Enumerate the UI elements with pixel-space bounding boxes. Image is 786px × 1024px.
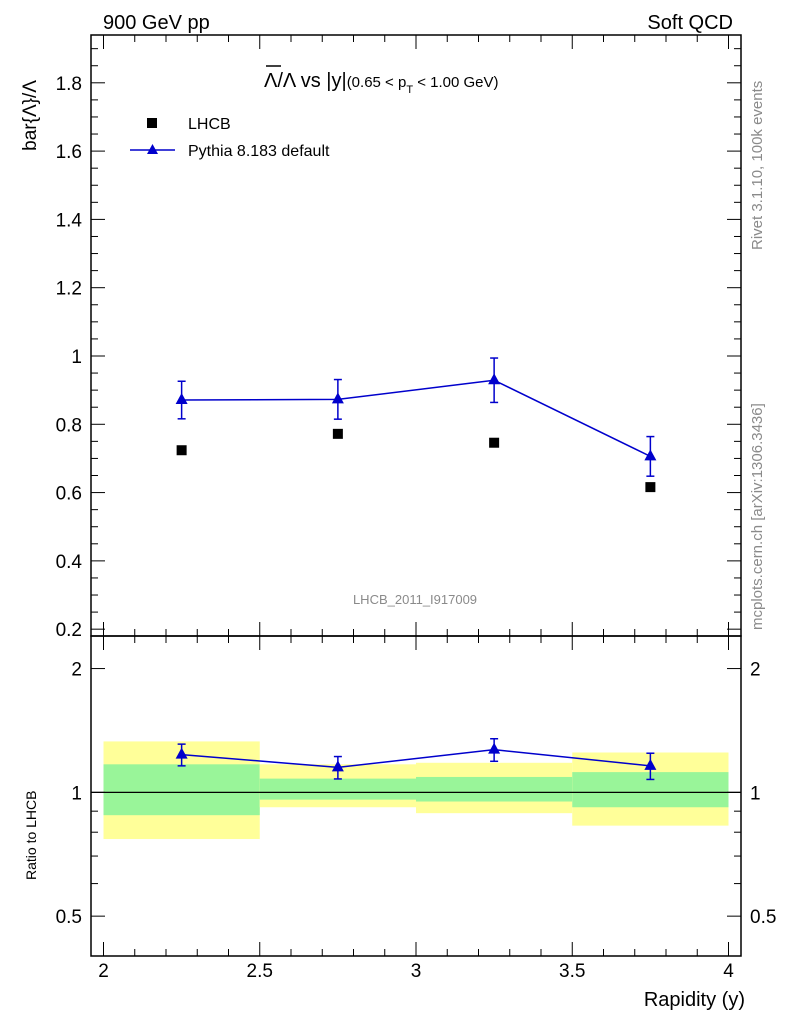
- ratio-point: [175, 747, 188, 759]
- title-range-prefix: (0.65 < p: [347, 74, 407, 91]
- y-tick-label: 0.4: [56, 552, 83, 573]
- ratio-series-line: [181, 748, 651, 769]
- ratio-point: [644, 758, 657, 770]
- x-axis-label: Rapidity (y): [644, 989, 745, 1011]
- x-tick-label: 3.5: [559, 961, 585, 982]
- ratio-panel: 0.5 0.5 1 1 2 2 2 2.5 3 3.5 4 Ratio to LHCB: [23, 635, 777, 982]
- analysis-id-label: LHCB_2011_I917009: [353, 592, 477, 607]
- pythia-point: [175, 393, 188, 405]
- y-tick-label: 1.8: [56, 74, 82, 95]
- ratio-tick-group: [91, 636, 741, 957]
- main-tick-group: [91, 35, 741, 636]
- lhcb-point: [645, 482, 656, 493]
- legend-lhcb-marker: [147, 118, 157, 128]
- x-tick-label: 4: [723, 961, 734, 982]
- x-tick-label: 2: [98, 961, 109, 982]
- ratio-tick-label-group: 0.5 0.5 1 1 2 2 2 2.5 3 3.5 4: [56, 660, 777, 982]
- mc-line-group: [181, 379, 651, 458]
- y-tick-label: 0.2: [56, 620, 82, 641]
- y-tick-label: 1: [71, 347, 82, 368]
- main-panel: 0.2 0.4 0.6 0.8 1 1.2 1.4 1.6 1.8 Λ/Λ vs |y|(0.6…: [20, 34, 742, 641]
- pythia-point: [488, 373, 501, 385]
- ratio-y-tick-label-right: 2: [750, 660, 761, 681]
- y-tick-label: 0.6: [56, 484, 82, 505]
- plot-title: Λ/Λ vs |y|(0.65 < pT < 1.00 GeV): [264, 70, 499, 96]
- title-lambda-bar: Λ: [264, 70, 278, 92]
- ratio-y-tick-label-right: 0.5: [750, 907, 776, 928]
- main-y-axis-label: bar{Λ}/Λ: [20, 80, 41, 151]
- legend-pythia-label: Pythia 8.183 default: [188, 143, 330, 160]
- lhcb-point: [332, 428, 343, 439]
- y-tick-label: 1.4: [56, 210, 83, 231]
- y-tick-label: 1.6: [56, 142, 82, 163]
- header-left-label: 900 GeV pp: [103, 12, 210, 34]
- y-tick-label: 1.2: [56, 279, 82, 300]
- ratio-panel-frame: [90, 635, 742, 957]
- mc-error-bar-group: [177, 357, 655, 477]
- main-tick-label-group: 0.2 0.4 0.6 0.8 1 1.2 1.4 1.6 1.8: [56, 74, 83, 641]
- ratio-point: [488, 742, 501, 754]
- ratio-marker-group: [175, 742, 657, 772]
- marker-group: [175, 373, 657, 493]
- lhcb-point: [176, 445, 187, 456]
- legend-lhcb-label: LHCB: [188, 116, 231, 133]
- ratio-band-inner: [416, 776, 573, 802]
- legend-pythia-marker: [147, 144, 158, 154]
- x-tick-label: 2.5: [247, 961, 273, 982]
- ratio-band-inner: [103, 764, 260, 816]
- ratio-y-tick-label-left: 1: [71, 783, 82, 804]
- ratio-point: [331, 760, 344, 772]
- mcplots-label: mcplots.cern.ch [arXiv:1306.3436]: [749, 403, 766, 630]
- title-range-suffix: < 1.00 GeV): [413, 74, 498, 91]
- y-tick-label: 0.8: [56, 415, 82, 436]
- ratio-band-inner: [259, 778, 416, 800]
- title-sub-t: T: [406, 84, 413, 96]
- ratio-band-group: [103, 741, 729, 840]
- ratio-y-tick-label-left: 2: [71, 660, 82, 681]
- x-tick-label: 3: [411, 961, 422, 982]
- ratio-y-tick-label-right: 1: [750, 783, 761, 804]
- pythia-series-line: [181, 379, 651, 458]
- ratio-line-group: [181, 748, 651, 769]
- legend: LHCB Pythia 8.183 default: [130, 116, 330, 160]
- lhcb-point: [489, 437, 500, 448]
- pythia-point: [644, 449, 657, 461]
- title-lambda-ratio: /Λ vs |y|: [277, 70, 346, 92]
- ratio-y-tick-label-left: 0.5: [56, 907, 82, 928]
- ratio-y-axis-label: Ratio to LHCB: [23, 791, 39, 880]
- header-right-label: Soft QCD: [647, 12, 733, 34]
- rivet-version-label: Rivet 3.1.10, 100k events: [749, 81, 766, 250]
- pythia-point: [331, 392, 344, 404]
